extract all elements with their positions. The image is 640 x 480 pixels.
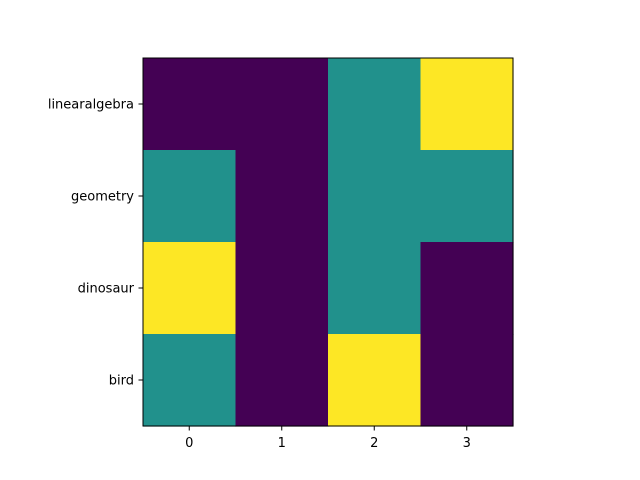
x-tick-label: 1 (278, 436, 286, 451)
y-axis-ticks: linearalgebra geometry dinosaur bird (48, 98, 143, 389)
y-tick-label: linearalgebra (48, 98, 134, 113)
x-tick-label: 3 (463, 436, 471, 451)
heatmap-cell-0-2 (328, 58, 422, 151)
heatmap-cell-3-1 (235, 334, 329, 427)
heatmap-cell-2-0 (143, 242, 237, 335)
heatmap-cell-3-2 (328, 334, 422, 427)
heatmap-cell-2-3 (420, 242, 514, 335)
x-tick-label: 2 (370, 436, 378, 451)
heatmap-cell-0-3 (420, 58, 514, 151)
y-tick-label: bird (109, 374, 134, 389)
x-tick-label: 0 (185, 436, 193, 451)
heatmap-cell-2-2 (328, 242, 422, 335)
heatmap-cell-1-1 (235, 150, 329, 243)
heatmap-cell-3-0 (143, 334, 237, 427)
heatmap-cell-1-0 (143, 150, 237, 243)
y-tick-label: dinosaur (78, 282, 135, 297)
heatmap-cell-1-2 (328, 150, 422, 243)
x-axis-ticks: 0 1 2 3 (185, 426, 471, 451)
heatmap-cell-2-1 (235, 242, 329, 335)
heatmap-cell-0-0 (143, 58, 237, 151)
y-tick-label: geometry (71, 190, 134, 205)
heatmap-cell-1-3 (420, 150, 514, 243)
heatmap-cell-3-3 (420, 334, 514, 427)
plot-frame (142, 57, 514, 427)
heatmap-cells (143, 58, 514, 427)
heatmap-cell-0-1 (235, 58, 329, 151)
